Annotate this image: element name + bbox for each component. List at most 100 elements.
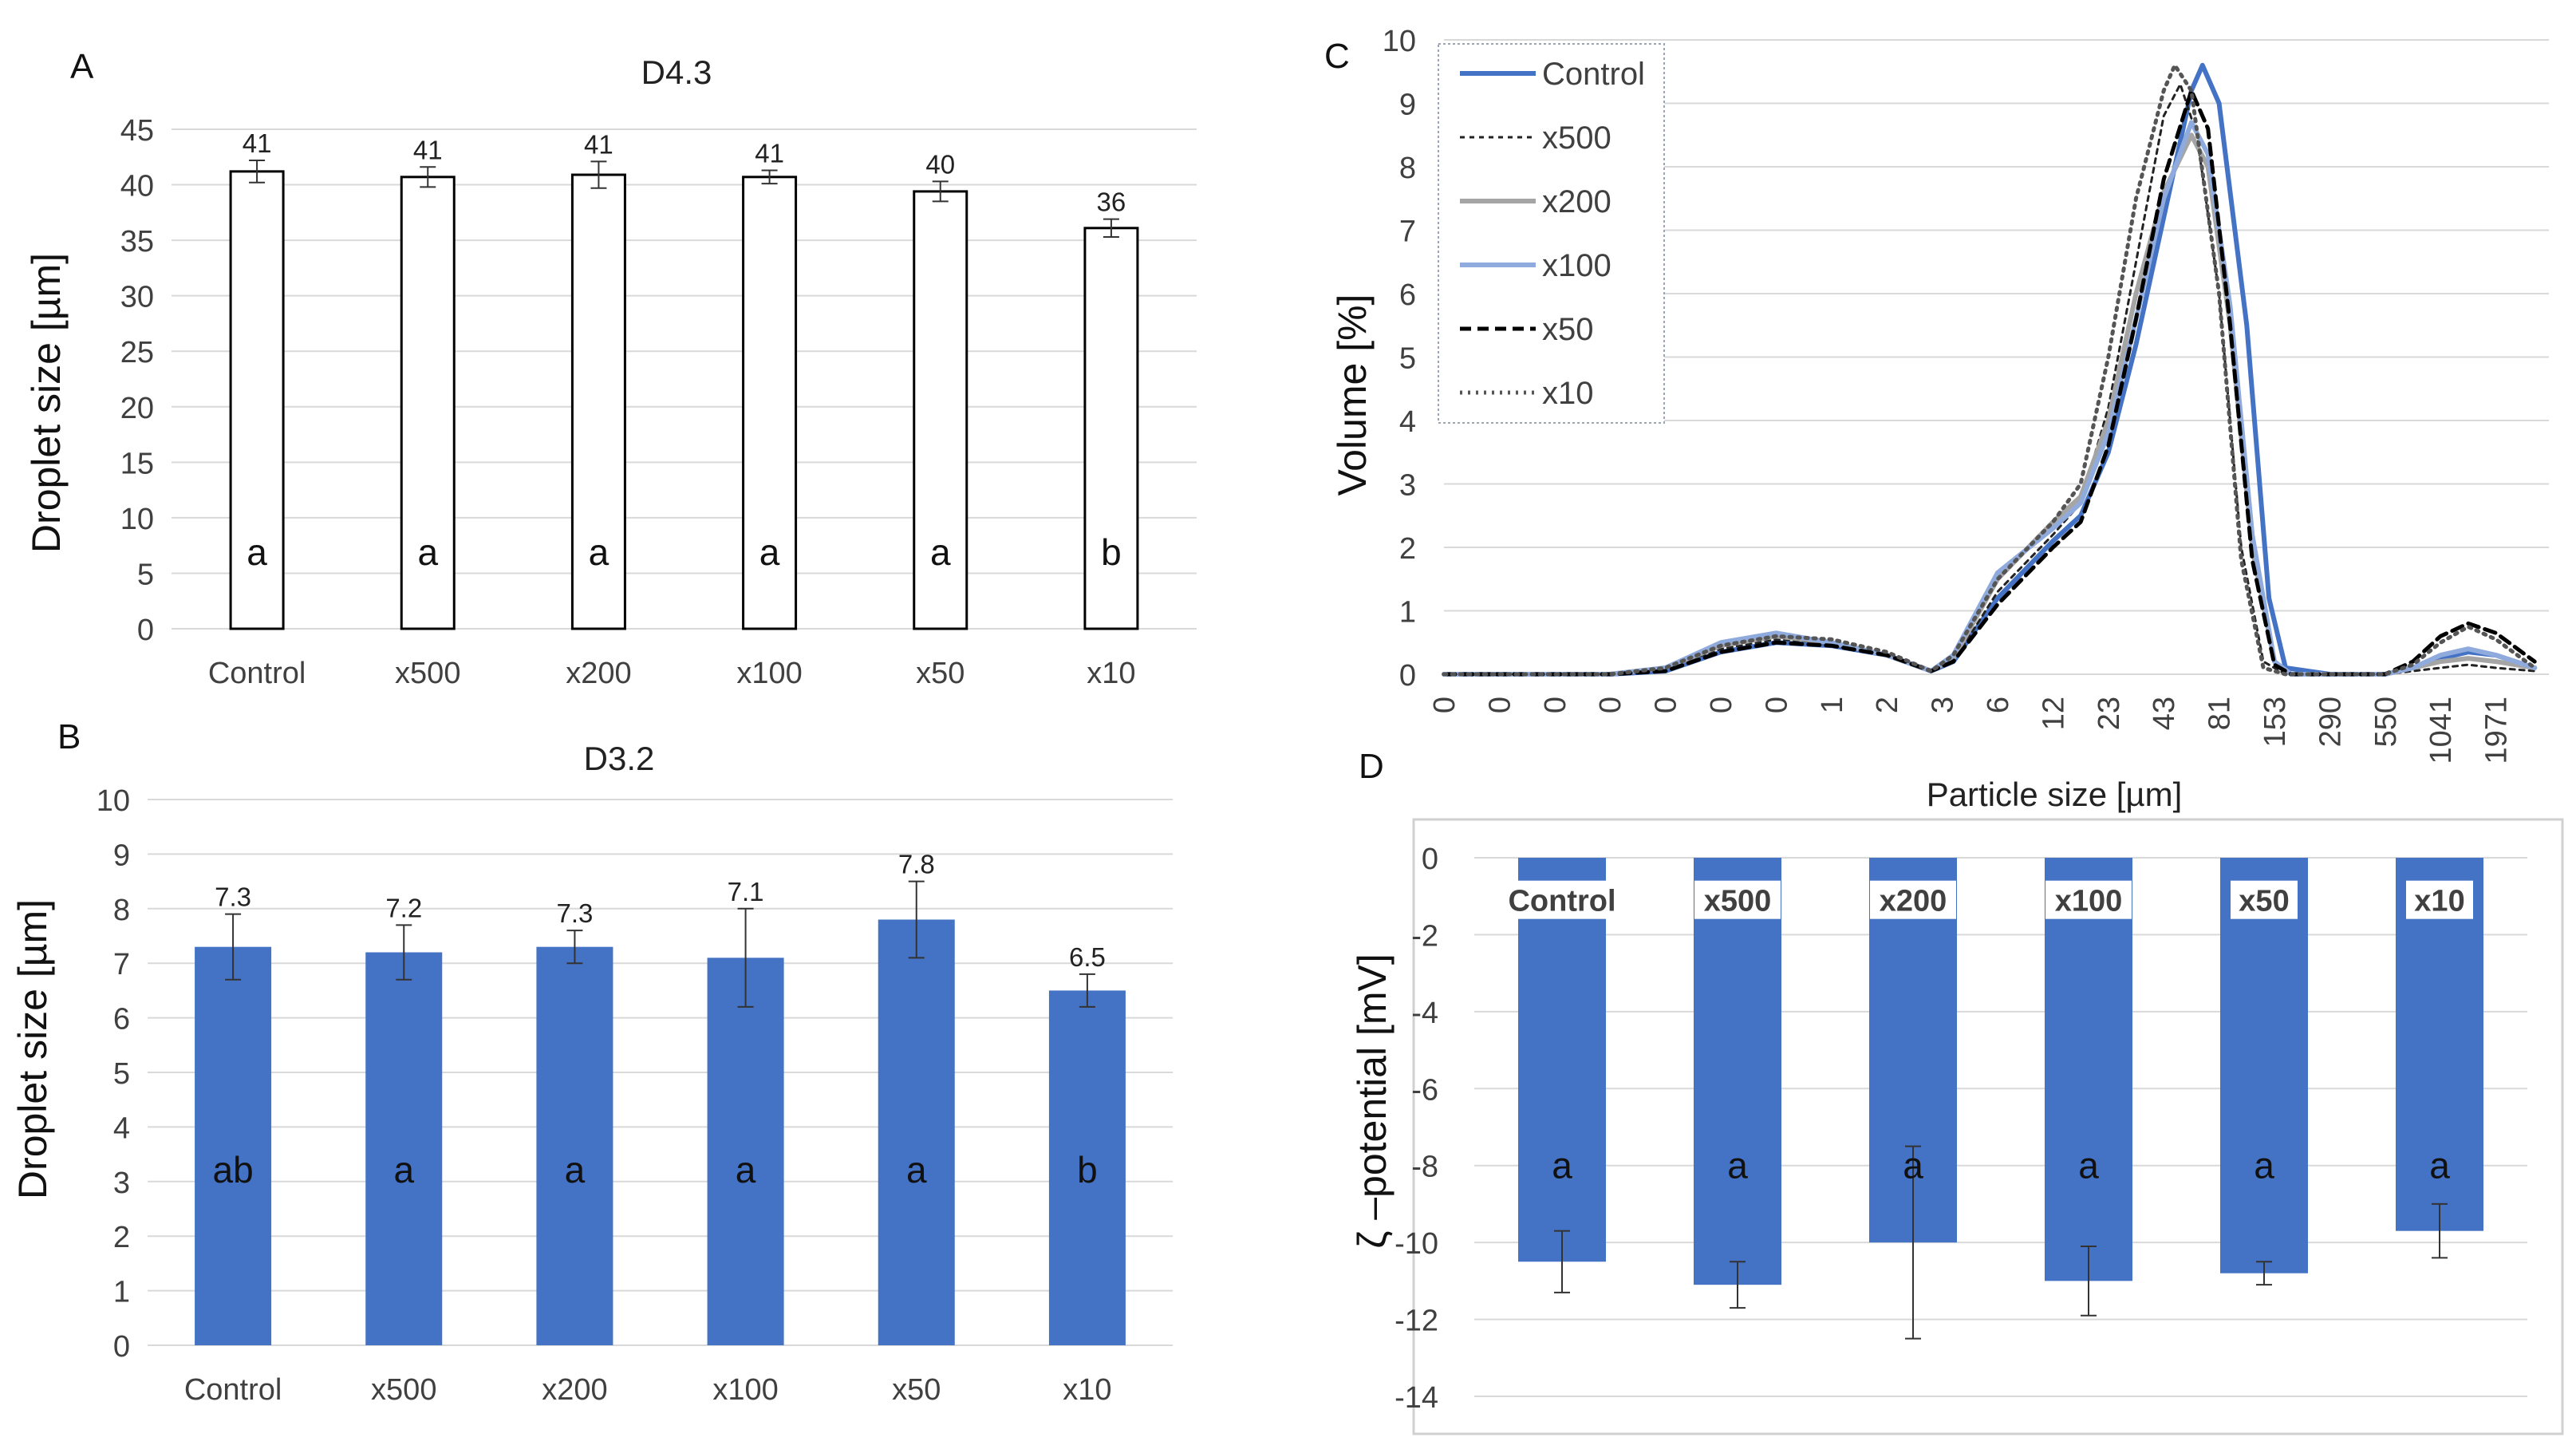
x-tick-label: 0	[1650, 697, 1683, 713]
panel-a-label: A	[70, 47, 94, 86]
category-label-bg	[2045, 880, 2132, 919]
data-label: 7.3	[215, 882, 251, 912]
x-tick-label: 2	[1871, 697, 1904, 713]
y-tick-label: 0	[113, 1330, 130, 1364]
x-tick-label: 0	[1483, 697, 1517, 713]
series-line-x10	[1442, 63, 2537, 677]
bar	[365, 952, 443, 1345]
bar	[878, 919, 955, 1345]
y-tick-label: 45	[120, 114, 154, 148]
panel-a-x-ticks: Control x500 x200 x100 x50 x10	[208, 657, 1136, 690]
panel-b: B D3.2 Droplet size [µm] 0 1 2 3 4 5 6 7 8 9 10 7.…	[10, 717, 1173, 1407]
x-tick-label: 1041	[2424, 697, 2458, 764]
y-tick-label: 7	[1399, 215, 1416, 249]
y-tick-label: 0	[1422, 843, 1438, 876]
y-tick-label: 20	[120, 392, 154, 425]
x-tick-label: x10	[1087, 657, 1135, 690]
legend-label: x200	[1542, 184, 1611, 219]
data-label: 36	[1097, 188, 1126, 217]
y-tick-label: 4	[1399, 405, 1416, 439]
panel-c-legend: Control x500 x200 x100 x50 x10	[1438, 43, 1665, 424]
x-tick-label: x10	[2414, 885, 2464, 918]
panel-a-gridlines	[172, 128, 1197, 630]
significance-letter: a	[2429, 1145, 2450, 1186]
significance-letter: a	[906, 1149, 927, 1190]
legend-box	[1438, 43, 1665, 424]
panel-c-x-ticks: 0 0 0 0 0 0 0 1 2 3 6 12 23 43 81 153 290 550 1041 1971	[1428, 697, 2514, 764]
bar	[536, 946, 613, 1345]
x-tick-label: 0	[1705, 697, 1738, 713]
y-tick-label: 0	[1399, 659, 1416, 693]
bar	[1694, 858, 1781, 1285]
panel-d-y-ticks: 0 -2 -4 -6 -8 -10 -12 -14	[1395, 843, 1438, 1415]
y-tick-label: 6	[113, 1003, 130, 1036]
panel-b-ylabel: Droplet size [µm]	[10, 899, 55, 1199]
data-label: 7.2	[385, 893, 422, 922]
x-tick-label: 0	[1594, 697, 1627, 713]
x-tick-label: 43	[2148, 697, 2181, 730]
bar	[2220, 858, 2308, 1273]
y-tick-label: 0	[137, 614, 154, 647]
bar	[2045, 858, 2132, 1281]
y-tick-label: 5	[137, 558, 154, 591]
panel-a-y-ticks: 0 5 10 15 20 25 30 35 40 45	[120, 114, 154, 647]
x-tick-label: 12	[2037, 697, 2070, 730]
x-tick-label: 0	[1539, 697, 1572, 713]
y-tick-label: 15	[120, 447, 154, 480]
x-tick-label: 6	[1982, 697, 2015, 713]
x-tick-label: 1	[1816, 697, 1849, 713]
x-tick-label: x500	[395, 657, 460, 690]
y-tick-label: 1	[113, 1276, 130, 1309]
x-tick-label: Control	[1508, 885, 1615, 918]
panel-d-gridlines	[1474, 857, 2527, 1397]
x-tick-label: x200	[566, 657, 631, 690]
category-label-bg	[1490, 880, 1634, 919]
bar	[1048, 990, 1126, 1345]
series-line-x50	[1442, 89, 2537, 677]
bar	[570, 173, 626, 630]
y-tick-label: -8	[1411, 1151, 1438, 1184]
panel-c-y-ticks: 0 1 2 3 4 5 6 7 8 9 10	[1383, 25, 1416, 693]
panel-b-y-ticks: 0 1 2 3 4 5 6 7 8 9 10	[97, 784, 130, 1364]
significance-letter: a	[759, 531, 780, 573]
x-tick-label: x100	[712, 1373, 778, 1407]
y-tick-label: 2	[113, 1221, 130, 1254]
y-tick-label: 1	[1399, 596, 1416, 630]
legend-entries: Control x500 x200 x100 x50 x10	[1460, 57, 1645, 411]
data-label: 41	[584, 129, 613, 159]
panel-c-xlabel: Particle size [µm]	[1927, 776, 2183, 813]
panel-c-label: C	[1324, 37, 1350, 76]
panel-d-label: D	[1359, 747, 1384, 786]
panel-d-ylabel: ζ –potential [mV]	[1350, 954, 1395, 1248]
panel-c-ylabel: Volume [%]	[1330, 294, 1375, 496]
x-tick-label: 81	[2203, 697, 2237, 730]
panel-d-bars: Control a x500 a x200 a x100 a x50 a x10 a	[1490, 858, 2483, 1340]
y-tick-label: 5	[1399, 342, 1416, 376]
panel-b-x-ticks: Control x500 x200 x100 x50 x10	[184, 1373, 1112, 1407]
data-label: 41	[243, 128, 272, 158]
significance-letter: a	[393, 1149, 414, 1190]
panel-b-label: B	[57, 717, 81, 756]
x-tick-label: x200	[542, 1373, 607, 1407]
panel-c-series-lines	[1442, 62, 2538, 677]
x-tick-label: Control	[184, 1373, 282, 1407]
significance-letter: a	[589, 531, 609, 573]
bar	[400, 176, 456, 630]
panel-b-gridlines	[148, 799, 1173, 1346]
y-tick-label: 9	[1399, 89, 1416, 122]
panel-a: A D4.3 Droplet size [µm] 0 5 10 15 20 25 30 35 4…	[24, 47, 1197, 690]
x-tick-label: 23	[2093, 697, 2126, 730]
significance-letter: b	[1101, 531, 1122, 573]
y-tick-label: 25	[120, 336, 154, 369]
x-tick-label: 550	[2369, 697, 2403, 747]
x-tick-label: x200	[1880, 885, 1947, 918]
significance-letter: a	[930, 531, 951, 573]
panel-b-title: D3.2	[584, 740, 655, 777]
x-tick-label: x50	[916, 657, 965, 690]
panel-d-frame	[1412, 818, 2564, 1435]
y-tick-label: 35	[120, 225, 154, 259]
x-tick-label: x500	[371, 1373, 436, 1407]
bar	[195, 946, 272, 1345]
panel-c: C Volume [%] Particle size [µm] 01234567…	[1324, 25, 2549, 813]
category-label-bg	[2406, 880, 2473, 919]
